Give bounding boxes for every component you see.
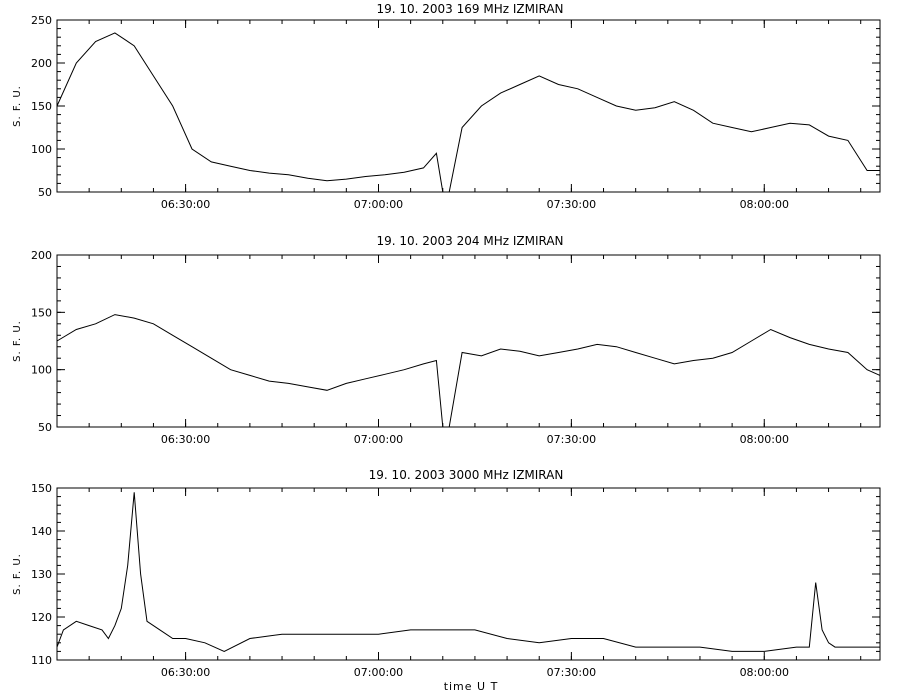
panel-3000mhz-y-tick-label: 150 — [31, 482, 52, 495]
panel-3000mhz-y-tick-label: 110 — [31, 654, 52, 667]
panel-3000mhz-title: 19. 10. 2003 3000 MHz IZMIRAN — [369, 468, 564, 482]
panel-3000mhz-series-line — [56, 492, 880, 652]
panel-3000mhz-x-label: time U T — [444, 680, 499, 693]
panel-169mhz-y-tick-label: 250 — [31, 14, 52, 27]
panel-169mhz-x-tick-label: 07:30:00 — [547, 198, 596, 211]
panel-169mhz-x-tick-label: 06:30:00 — [161, 198, 210, 211]
panel-169mhz-series-line — [56, 32, 880, 193]
panel-169mhz: 19. 10. 2003 169 MHz IZMIRAN S. F. U. 50… — [12, 2, 881, 211]
panel-3000mhz-plot-area — [56, 487, 881, 661]
panel-204mhz-y-tick-label: 100 — [31, 364, 52, 377]
panel-204mhz-y-label: S. F. U. — [12, 320, 23, 362]
panel-169mhz-plot-area — [56, 19, 881, 193]
panel-204mhz-ticks: 50 100 150 200 06:30:00 07:00:00 07:30:00 08:00… — [31, 249, 880, 446]
panel-204mhz-x-tick-label: 07:30:00 — [547, 433, 596, 446]
panel-169mhz-x-tick-label: 08:00:00 — [740, 198, 789, 211]
panel-3000mhz-y-tick-label: 140 — [31, 525, 52, 538]
panel-204mhz-x-tick-label: 07:00:00 — [354, 433, 403, 446]
panel-204mhz-y-tick-label: 50 — [38, 421, 52, 434]
panel-3000mhz: 19. 10. 2003 3000 MHz IZMIRAN S. F. U. 1… — [12, 468, 881, 693]
panel-3000mhz-x-tick-label: 07:30:00 — [547, 666, 596, 679]
panel-204mhz-title: 19. 10. 2003 204 MHz IZMIRAN — [376, 234, 563, 248]
panel-169mhz-ticks: 50 100 150 200 250 06:30:00 07:00:00 07:30:00 08… — [31, 14, 880, 211]
panel-3000mhz-y-label: S. F. U. — [12, 553, 23, 595]
panel-204mhz-series-line — [56, 314, 881, 428]
panel-204mhz: 19. 10. 2003 204 MHz IZMIRAN S. F. U. 50… — [12, 234, 881, 446]
panel-169mhz-x-tick-label: 07:00:00 — [354, 198, 403, 211]
panel-3000mhz-x-tick-label: 07:00:00 — [354, 666, 403, 679]
panel-3000mhz-x-tick-label: 08:00:00 — [740, 666, 789, 679]
panel-204mhz-y-tick-label: 200 — [31, 249, 52, 262]
panel-204mhz-x-tick-label: 06:30:00 — [161, 433, 210, 446]
panel-204mhz-y-tick-label: 150 — [31, 306, 52, 319]
panel-169mhz-y-tick-label: 200 — [31, 57, 52, 70]
panel-169mhz-y-tick-label: 100 — [31, 143, 52, 156]
panel-204mhz-plot-area — [56, 254, 881, 428]
panel-204mhz-x-tick-label: 08:00:00 — [740, 433, 789, 446]
panel-3000mhz-x-tick-label: 06:30:00 — [161, 666, 210, 679]
panel-169mhz-title: 19. 10. 2003 169 MHz IZMIRAN — [376, 2, 563, 16]
panel-169mhz-y-tick-label: 50 — [38, 186, 52, 199]
panel-169mhz-y-label: S. F. U. — [12, 85, 23, 127]
panel-169mhz-y-tick-label: 150 — [31, 100, 52, 113]
panel-3000mhz-y-tick-label: 120 — [31, 611, 52, 624]
panel-3000mhz-y-tick-label: 130 — [31, 568, 52, 581]
panel-3000mhz-ticks: 110 120 130 140 150 06:30:00 07:00:00 07:30:00 0… — [31, 482, 880, 679]
